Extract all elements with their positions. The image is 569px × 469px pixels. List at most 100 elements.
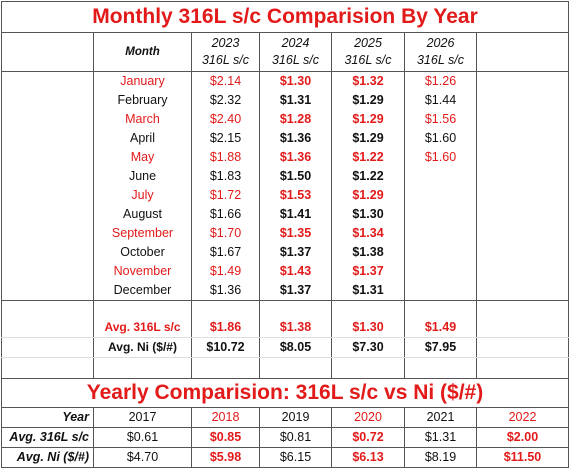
- price-cell: $1.43: [259, 262, 332, 281]
- month-name: August: [93, 205, 192, 224]
- yearly-value: $0.61: [93, 427, 192, 448]
- empty-cell: [476, 148, 569, 167]
- empty-cell: [1, 357, 94, 379]
- price-cell: $2.15: [191, 129, 260, 148]
- year: 2026: [426, 36, 455, 50]
- price-cell: $1.37: [331, 262, 405, 281]
- yearly-value: 2018: [191, 407, 260, 428]
- price-cell: $1.66: [191, 205, 260, 224]
- price-cell: $1.32: [331, 71, 405, 91]
- month-name: May: [93, 148, 192, 167]
- yearly-label: Year: [1, 407, 94, 428]
- table-row: Avg. Ni ($/#) $4.70 $5.98 $6.15 $6.13 $8.19 $1…: [1, 447, 569, 468]
- table-row: June $1.83 $1.50 $1.22: [1, 167, 569, 186]
- empty-cell: [259, 357, 332, 379]
- price-cell: $1.60: [404, 148, 477, 167]
- table-row: October $1.67 $1.37 $1.38: [1, 243, 569, 262]
- unit: 316L s/c: [416, 53, 465, 67]
- price-cell: $1.37: [259, 243, 332, 262]
- summary-value: $7.30: [331, 337, 405, 358]
- price-cell: $1.29: [331, 110, 405, 129]
- table-row: [1, 357, 569, 379]
- empty-cell: [93, 300, 192, 318]
- year: 2023: [211, 36, 240, 50]
- empty-cell: [191, 357, 260, 379]
- month-name: February: [93, 91, 192, 110]
- yearly-title: Yearly Comparision: 316L s/c vs Ni ($/#): [1, 378, 569, 408]
- summary-value: $7.95: [404, 337, 477, 358]
- empty-cell: [404, 300, 477, 318]
- yearly-value: $0.72: [331, 427, 405, 448]
- empty-cell: [476, 167, 569, 186]
- empty-cell: [476, 281, 569, 301]
- table-row: Monthly 316L s/c Comparision By Year: [1, 1, 569, 33]
- year-header: 2026 316L s/c: [404, 32, 477, 72]
- table-row: Yearly Comparision: 316L s/c vs Ni ($/#): [1, 378, 569, 408]
- table-row: [1, 300, 569, 318]
- price-cell: $1.44: [404, 91, 477, 110]
- price-cell: $2.40: [191, 110, 260, 129]
- summary-label: Avg. Ni ($/#): [93, 337, 192, 358]
- yearly-value: 2022: [476, 407, 569, 428]
- price-cell: $1.60: [404, 129, 477, 148]
- empty-cell: [1, 262, 94, 281]
- yearly-value: 2020: [331, 407, 405, 428]
- empty-cell: [404, 281, 477, 301]
- empty-cell: [1, 318, 94, 338]
- yearly-value: $6.15: [259, 447, 332, 468]
- summary-value: $8.05: [259, 337, 332, 358]
- yearly-value: 2019: [259, 407, 332, 428]
- price-cell: $1.30: [259, 71, 332, 91]
- summary-value: $1.38: [259, 318, 332, 338]
- price-cell: $1.36: [259, 148, 332, 167]
- price-cell: $1.49: [191, 262, 260, 281]
- month-name: September: [93, 224, 192, 243]
- price-cell: $1.29: [331, 129, 405, 148]
- empty-cell: [404, 167, 477, 186]
- empty-cell: [476, 205, 569, 224]
- month-name: November: [93, 262, 192, 281]
- month-name: July: [93, 186, 192, 205]
- price-cell: $1.88: [191, 148, 260, 167]
- year-header: 2023 316L s/c: [191, 32, 260, 72]
- yearly-value: $2.00: [476, 427, 569, 448]
- year-header: 2024 316L s/c: [259, 32, 332, 72]
- summary-value: $1.49: [404, 318, 477, 338]
- empty-cell: [476, 337, 569, 358]
- yearly-value: $5.98: [191, 447, 260, 468]
- empty-cell: [1, 337, 94, 358]
- yearly-value: 2017: [93, 407, 192, 428]
- month-name: December: [93, 281, 192, 301]
- empty-cell: [476, 186, 569, 205]
- empty-cell: [476, 262, 569, 281]
- empty-cell: [1, 281, 94, 301]
- table-row: August $1.66 $1.41 $1.30: [1, 205, 569, 224]
- unit: 316L s/c: [271, 53, 320, 67]
- table-row: September $1.70 $1.35 $1.34: [1, 224, 569, 243]
- price-cell: $1.56: [404, 110, 477, 129]
- price-cell: $1.70: [191, 224, 260, 243]
- price-cell: $1.29: [331, 186, 405, 205]
- table-title: Monthly 316L s/c Comparision By Year: [1, 1, 569, 33]
- table-row: December $1.36 $1.37 $1.31: [1, 281, 569, 301]
- empty-cell: [1, 243, 94, 262]
- price-cell: $1.41: [259, 205, 332, 224]
- yearly-value: $4.70: [93, 447, 192, 468]
- empty-cell: [1, 32, 94, 72]
- price-cell: $1.83: [191, 167, 260, 186]
- table-row: May $1.88 $1.36 $1.22 $1.60: [1, 148, 569, 167]
- month-header: Month: [93, 32, 192, 72]
- summary-label: Avg. 316L s/c: [93, 318, 192, 338]
- price-cell: $2.32: [191, 91, 260, 110]
- table-row: April $2.15 $1.36 $1.29 $1.60: [1, 129, 569, 148]
- empty-cell: [404, 205, 477, 224]
- table-row: March $2.40 $1.28 $1.29 $1.56: [1, 110, 569, 129]
- price-cell: $1.50: [259, 167, 332, 186]
- price-cell: $1.67: [191, 243, 260, 262]
- table-row: Month 2023 316L s/c 2024 316L s/c 2025 316L s/…: [1, 32, 569, 72]
- empty-cell: [93, 357, 192, 379]
- summary-value: $1.86: [191, 318, 260, 338]
